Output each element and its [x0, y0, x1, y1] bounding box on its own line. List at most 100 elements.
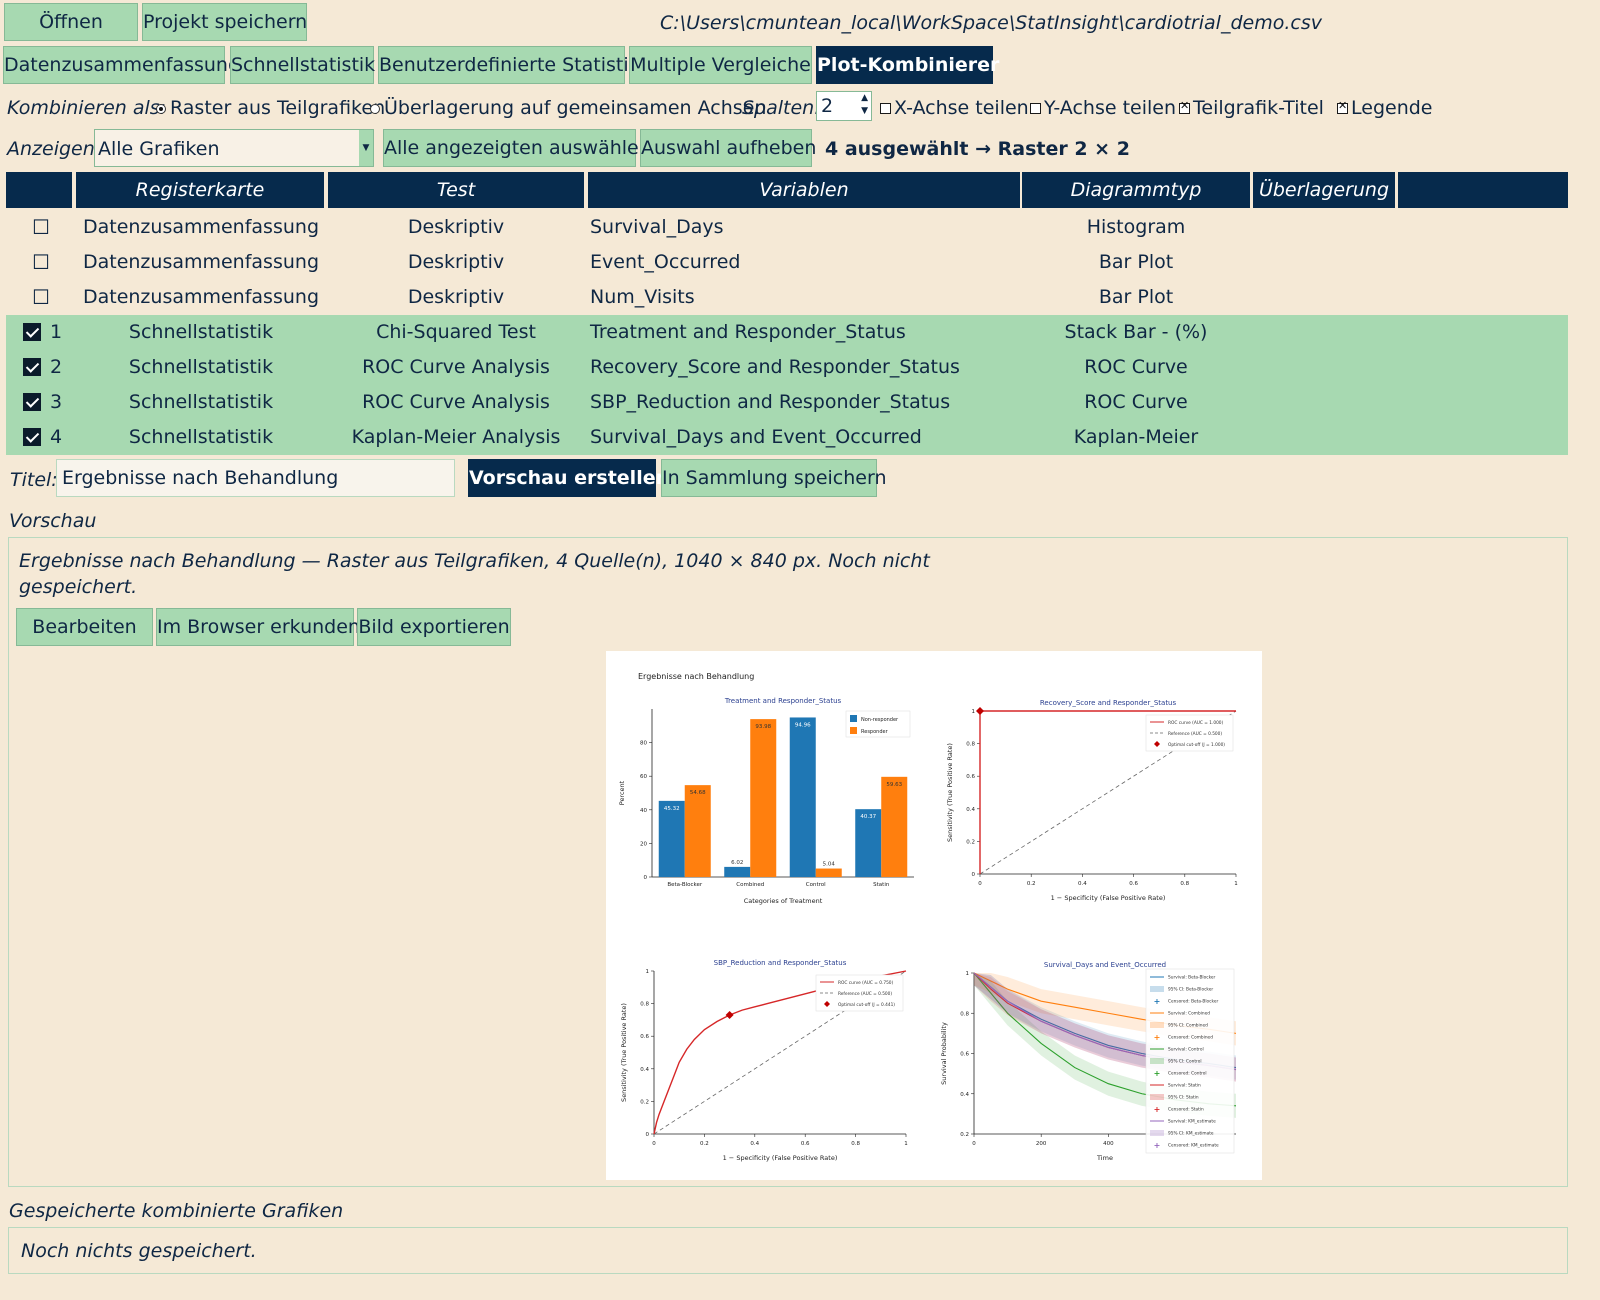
y-axis-label: Percent — [618, 780, 626, 805]
save-project-button[interactable]: Projekt speichern — [142, 3, 307, 41]
create-preview-button[interactable]: Vorschau erstellen — [468, 459, 669, 497]
legend-swatch: + — [1154, 997, 1161, 1006]
edit-button[interactable]: Bearbeiten — [16, 608, 153, 646]
legend-checkbox[interactable]: Legende — [1337, 97, 1432, 119]
header-tab[interactable]: Registerkarte — [76, 172, 326, 208]
row-checkbox[interactable]: ☐ — [32, 285, 50, 309]
radio-grid[interactable]: Raster aus Teilgrafiken — [156, 97, 385, 119]
legend-swatch — [1150, 986, 1164, 992]
legend-swatch — [824, 1001, 830, 1007]
x-axis-label: 1 − Specificity (False Positive Rate) — [1051, 894, 1166, 902]
subplot-titles-box[interactable] — [1179, 99, 1190, 114]
subplot-roc-recovery: Recovery_Score and Responder_Status 1 − S… — [946, 699, 1238, 902]
table-row[interactable]: ☐ Datenzusammenfassung Deskriptiv Num_Vi… — [6, 280, 1568, 315]
data-label: 93.98 — [755, 724, 771, 730]
row-test: Deskriptiv — [407, 216, 505, 238]
row-checkbox[interactable] — [23, 323, 41, 341]
header-variables[interactable]: Variablen — [588, 172, 1022, 208]
combined-figure[interactable]: Ergebnisse nach Behandlung Treatment and… — [606, 651, 1262, 1180]
explore-in-browser-button[interactable]: Im Browser erkunden — [156, 608, 360, 646]
tab-quick-stats[interactable]: Schnellstatistik — [230, 46, 375, 84]
subplot-titles-checkbox[interactable]: Teilgrafik-Titel — [1179, 97, 1324, 119]
legend-label: Responder — [861, 729, 889, 735]
reference-line — [653, 970, 907, 1135]
row-checkbox[interactable] — [23, 358, 41, 376]
legend-label: Censored: Beta-Blocker — [1168, 999, 1219, 1005]
y-tick-label: 0.2 — [960, 1132, 969, 1138]
row-tab: Datenzusammenfassung — [82, 216, 320, 238]
chevron-down-icon[interactable]: ▼ — [359, 130, 373, 166]
show-dropdown[interactable]: Alle Grafiken ▼ — [94, 129, 374, 167]
legend-swatch: + — [1154, 1141, 1161, 1150]
clear-selection-button[interactable]: Auswahl aufheben — [640, 129, 816, 167]
table-row[interactable]: ☐ Datenzusammenfassung Deskriptiv Surviv… — [6, 210, 1568, 245]
y-tick-label: 1 — [972, 709, 976, 715]
tab-plot-combiner[interactable]: Plot-Kombinierer — [816, 46, 999, 84]
row-checkbox[interactable]: ☐ — [32, 215, 50, 239]
preview-info: Ergebnisse nach Behandlung — Raster aus … — [19, 550, 1519, 598]
title-label: Titel: — [10, 469, 58, 491]
x-tick-label: 0.6 — [1129, 881, 1138, 887]
row-number: 3 — [50, 391, 63, 413]
share-x-label: X-Achse teilen — [894, 97, 1029, 119]
legend-label: Censored: Statin — [1168, 1107, 1204, 1113]
row-tab: Schnellstatistik — [128, 321, 274, 343]
y-tick-label: 0 — [644, 875, 648, 881]
legend-label: 95% CI: Beta-Blocker — [1168, 987, 1213, 993]
legend-swatch — [1150, 1130, 1164, 1136]
header-test[interactable]: Test — [328, 172, 586, 208]
save-to-collection-button[interactable]: In Sammlung speichern — [661, 459, 887, 497]
x-tick-label: 0.2 — [1027, 881, 1036, 887]
share-x-checkbox[interactable]: X-Achse teilen — [880, 97, 1029, 119]
table-row[interactable]: 2 Schnellstatistik ROC Curve Analysis Re… — [6, 350, 1568, 385]
legend-swatch: + — [1154, 1033, 1161, 1042]
row-vars: Recovery_Score and Responder_Status — [590, 356, 960, 378]
spin-up-icon[interactable]: ▲ — [861, 93, 868, 103]
share-y-checkbox[interactable]: Y-Achse teilen — [1030, 97, 1176, 119]
y-axis-label: Sensitivity (True Positive Rate) — [946, 743, 954, 842]
tab-data-summary[interactable]: Datenzusammenfassung — [3, 46, 240, 84]
y-tick-label: 60 — [640, 774, 647, 780]
row-vars: Treatment and Responder_Status — [590, 321, 906, 343]
spin-down-icon[interactable]: ▼ — [861, 106, 868, 116]
legend-swatch — [850, 727, 857, 734]
title-input[interactable] — [56, 459, 455, 497]
open-button[interactable]: Öffnen — [4, 3, 138, 41]
radio-overlay-dot[interactable] — [370, 103, 380, 114]
optimal-cutoff-marker — [976, 707, 984, 715]
header-chart-type[interactable]: Diagrammtyp — [1022, 172, 1252, 208]
export-image-button[interactable]: Bild exportieren — [357, 608, 511, 646]
row-checkbox[interactable]: ☐ — [32, 250, 50, 274]
legend-label: Censored: KM_estimate — [1168, 1143, 1219, 1149]
y-tick-label: 0.2 — [640, 1099, 649, 1105]
legend-box[interactable] — [1337, 99, 1348, 114]
row-tab: Schnellstatistik — [128, 356, 274, 378]
show-dropdown-value: Alle Grafiken — [98, 138, 220, 160]
legend-label: 95% CI: Statin — [1168, 1095, 1199, 1101]
x-axis-label: Categories of Treatment — [744, 897, 823, 905]
row-test: ROC Curve Analysis — [362, 356, 550, 378]
table-row[interactable]: 4 Schnellstatistik Kaplan-Meier Analysis… — [6, 420, 1568, 455]
columns-spinbox[interactable]: 2 ▲ ▼ — [816, 91, 872, 121]
radio-grid-dot[interactable] — [156, 103, 166, 114]
row-tab: Schnellstatistik — [128, 391, 274, 413]
row-type: Stack Bar - (%) — [1064, 321, 1208, 343]
table-row[interactable]: 1 Schnellstatistik Chi-Squared Test Trea… — [6, 315, 1568, 350]
legend-label: Survival: Beta-Blocker — [1168, 975, 1216, 981]
select-all-button[interactable]: Alle angezeigten auswählen — [383, 129, 651, 167]
data-label: 45.32 — [664, 806, 680, 812]
row-checkbox[interactable] — [23, 393, 41, 411]
legend-label: 95% CI: KM_estimate — [1168, 1131, 1214, 1137]
radio-overlay[interactable]: Überlagerung auf gemeinsamen Achsen — [370, 97, 766, 119]
data-label: 6.02 — [731, 860, 743, 866]
row-checkbox[interactable] — [23, 428, 41, 446]
tab-multiple-comparisons[interactable]: Multiple Vergleiche — [629, 46, 812, 84]
table-row[interactable]: 3 Schnellstatistik ROC Curve Analysis SB… — [6, 385, 1568, 420]
table-row[interactable]: ☐ Datenzusammenfassung Deskriptiv Event_… — [6, 245, 1568, 280]
share-y-box[interactable] — [1030, 103, 1041, 114]
tab-custom-stats[interactable]: Benutzerdefinierte Statistik — [378, 46, 640, 84]
data-label: 59.63 — [886, 782, 902, 788]
share-y-label: Y-Achse teilen — [1044, 97, 1176, 119]
header-overlay[interactable]: Überlagerung — [1253, 172, 1397, 208]
share-x-box[interactable] — [880, 103, 891, 114]
